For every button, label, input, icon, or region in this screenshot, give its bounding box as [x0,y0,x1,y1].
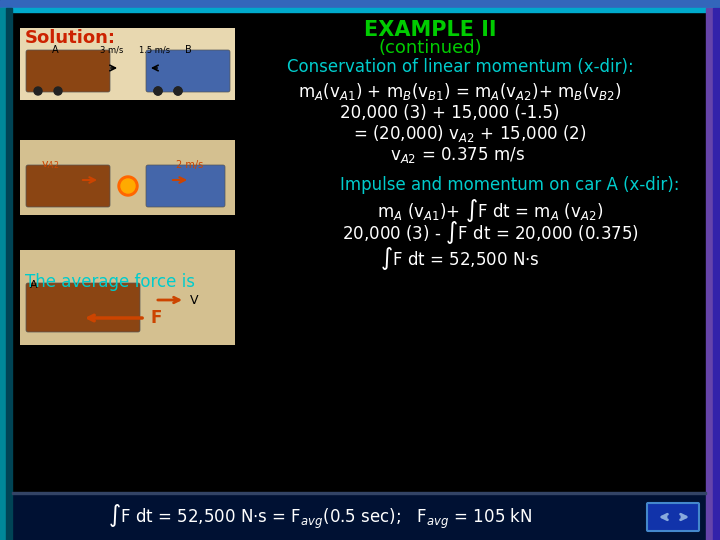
Text: A: A [30,280,37,290]
Text: 2 m/s: 2 m/s [176,160,204,170]
Text: EXAMPLE II: EXAMPLE II [364,20,496,40]
Text: v$_{A2}$: v$_{A2}$ [41,159,59,171]
Text: F: F [150,309,161,327]
Bar [0,8,6,540]
FancyBboxPatch shape [26,283,140,332]
Circle shape [34,87,42,95]
Text: 20,000 (3) + 15,000 (-1.5): 20,000 (3) + 15,000 (-1.5) [341,104,559,122]
Text: The average force is: The average force is [25,273,195,291]
Text: $\int$F dt = 52,500 N$\cdot$s: $\int$F dt = 52,500 N$\cdot$s [380,245,540,272]
Bar [713,8,720,540]
Text: m$_A$ (v$_{A1}$)+ $\int$F dt = m$_A$ (v$_{A2}$): m$_A$ (v$_{A1}$)+ $\int$F dt = m$_A$ (v$… [377,197,603,224]
Circle shape [118,176,138,196]
Text: = (20,000) v$_{A2}$ + 15,000 (2): = (20,000) v$_{A2}$ + 15,000 (2) [354,123,587,144]
Text: 1.5 m/s: 1.5 m/s [140,45,171,55]
Text: V: V [190,294,199,307]
Circle shape [154,87,162,95]
Bar [20,250,235,345]
Circle shape [174,87,182,95]
Text: 3 m/s: 3 m/s [100,45,124,55]
Text: Impulse and momentum on car A (x-dir):: Impulse and momentum on car A (x-dir): [341,176,680,194]
Text: Solution:: Solution: [25,29,116,47]
Bar [6,8,12,540]
Bar [20,28,235,100]
Text: A: A [52,45,58,55]
Text: (continued): (continued) [378,39,482,57]
Circle shape [174,87,182,95]
Text: Conservation of linear momentum (x-dir):: Conservation of linear momentum (x-dir): [287,58,634,76]
Bar [0,0,720,8]
Circle shape [121,179,135,193]
Text: $\int$F dt = 52,500 N$\cdot$s = F$_{avg}$(0.5 sec);   F$_{avg}$ = 105 kN: $\int$F dt = 52,500 N$\cdot$s = F$_{avg}… [108,503,532,531]
Text: m$_A$(v$_{A1}$) + m$_B$(v$_{B1}$) = m$_A$(v$_{A2}$)+ m$_B$(v$_{B2}$): m$_A$(v$_{A1}$) + m$_B$(v$_{B1}$) = m$_A… [298,80,622,102]
Text: 20,000 (3) - $\int$F dt = 20,000 (0.375): 20,000 (3) - $\int$F dt = 20,000 (0.375) [341,219,639,246]
Text: v$_{A2}$ = 0.375 m/s: v$_{A2}$ = 0.375 m/s [390,145,525,165]
Text: B: B [184,45,192,55]
FancyBboxPatch shape [647,503,699,531]
Bar [12,494,706,540]
Bar [20,140,235,215]
Bar [12,492,706,494]
FancyBboxPatch shape [146,165,225,207]
Circle shape [54,87,62,95]
Circle shape [154,87,162,95]
FancyBboxPatch shape [26,50,110,92]
FancyBboxPatch shape [146,50,230,92]
Bar [706,8,713,540]
Bar [0,8,720,12]
FancyBboxPatch shape [26,165,110,207]
